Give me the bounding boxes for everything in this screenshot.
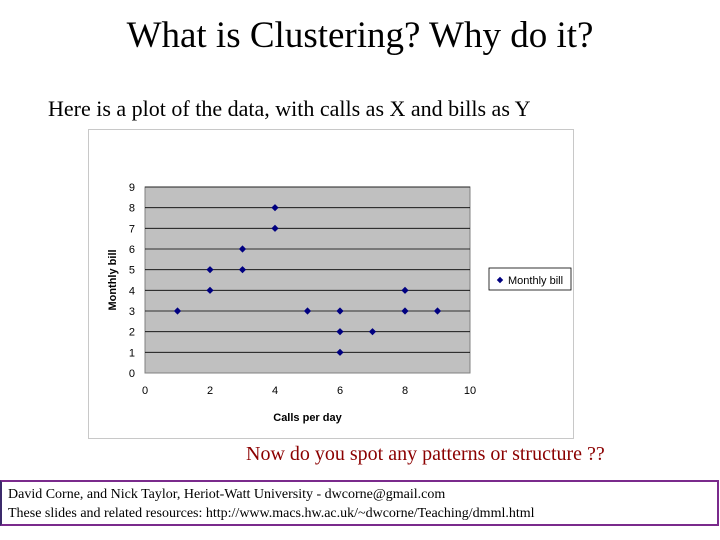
y-tick-label: 5 — [129, 265, 135, 277]
y-tick-label: 6 — [129, 244, 135, 256]
y-tick-label: 4 — [129, 285, 135, 297]
data-point — [433, 307, 442, 315]
data-point — [401, 307, 409, 315]
grid-lines — [145, 186, 470, 353]
data-point — [173, 307, 182, 315]
x-axis-label: Calls per day — [273, 412, 342, 424]
x-tick-labels: 0 2 4 6 8 10 — [142, 385, 476, 397]
y-tick-label: 9 — [129, 182, 135, 194]
data-point — [238, 245, 247, 253]
chart-legend: Monthly bill — [488, 267, 572, 291]
legend-label: Monthly bill — [508, 275, 563, 287]
footer: David Corne, and Nick Taylor, Heriot-Wat… — [0, 480, 719, 526]
x-tick-label: 4 — [272, 385, 278, 397]
y-tick-label: 1 — [129, 347, 135, 359]
x-tick-label: 2 — [207, 385, 213, 397]
x-tick-label: 0 — [142, 385, 148, 397]
slide-intro-text: Here is a plot of the data, with calls a… — [48, 96, 531, 121]
scatter-chart-svg: 0 1 2 3 4 5 6 7 8 9 0 2 4 6 8 10 Calls per day Monthly… — [107, 182, 572, 424]
y-tick-label: 8 — [129, 203, 135, 215]
data-point — [303, 307, 312, 315]
data-point — [336, 328, 344, 336]
footer-resources-link[interactable]: These slides and related resources: http… — [8, 506, 535, 521]
legend-box — [488, 267, 572, 291]
y-tick-label: 0 — [129, 368, 135, 380]
y-tick-label: 2 — [129, 327, 135, 339]
data-point — [271, 224, 279, 232]
slide-title: What is Clustering? Why do it? — [126, 15, 594, 56]
y-tick-labels: 0 1 2 3 4 5 6 7 8 9 — [129, 182, 135, 380]
footer-credits: David Corne, and Nick Taylor, Heriot-Wat… — [8, 487, 446, 502]
y-tick-label: 3 — [129, 306, 135, 318]
data-point — [336, 307, 344, 315]
x-tick-label: 6 — [337, 385, 343, 397]
pattern-question: Now do you spot any patterns or structur… — [246, 443, 605, 465]
legend-marker — [496, 276, 504, 284]
data-point — [271, 204, 279, 212]
data-point — [336, 348, 344, 356]
y-tick-label: 7 — [129, 223, 135, 235]
scatter-chart: 0 1 2 3 4 5 6 7 8 9 0 2 4 6 8 10 Calls per day Monthly… — [88, 129, 574, 439]
x-tick-label: 8 — [402, 385, 408, 397]
x-tick-label: 10 — [464, 385, 476, 397]
plot-area — [144, 186, 471, 374]
y-axis-label: Monthly bill — [107, 249, 119, 310]
